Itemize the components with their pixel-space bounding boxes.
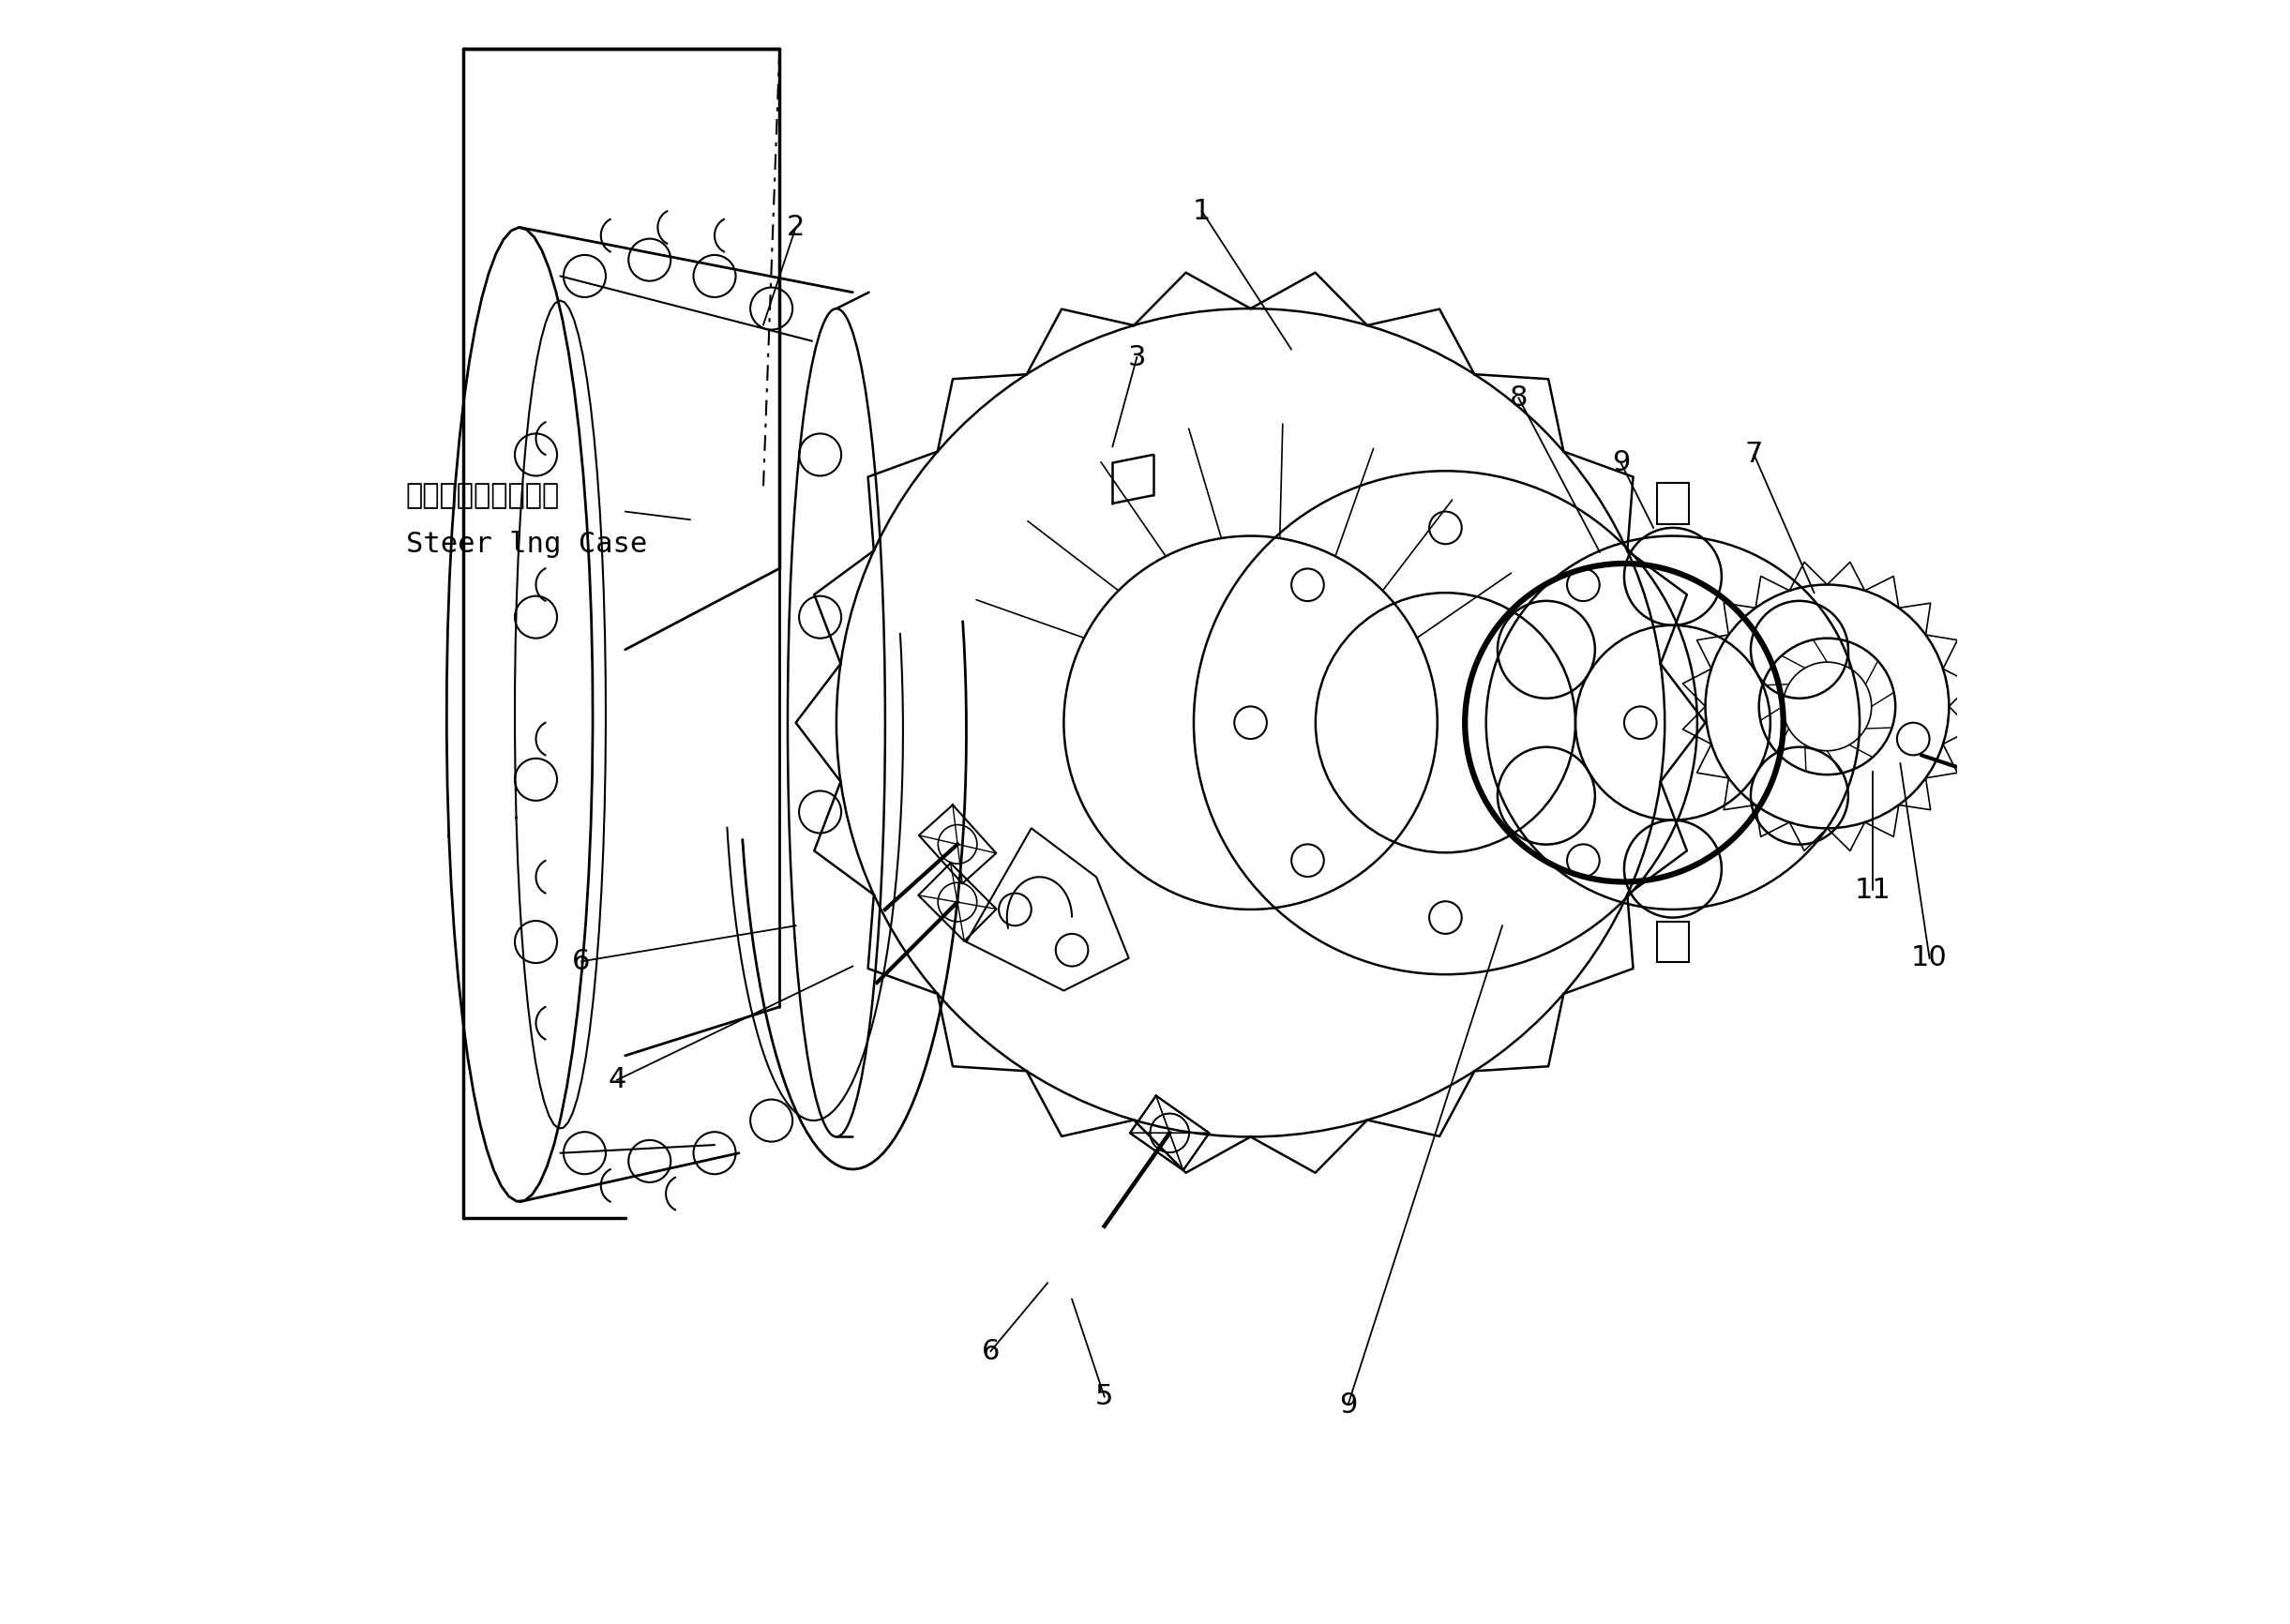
Text: 4: 4	[609, 1067, 625, 1093]
Text: 5: 5	[1095, 1384, 1113, 1410]
Text: 1: 1	[1193, 198, 1211, 224]
Text: 6: 6	[572, 948, 591, 974]
Bar	[1656, 484, 1690, 523]
Text: 10: 10	[1912, 945, 1949, 971]
Text: 6: 6	[982, 1338, 1001, 1364]
Text: 7: 7	[1745, 442, 1763, 468]
Text: 11: 11	[1855, 877, 1892, 903]
Text: 2: 2	[788, 214, 804, 240]
Bar	[1656, 921, 1690, 961]
Text: 8: 8	[1509, 385, 1527, 411]
Text: 9: 9	[1340, 1392, 1358, 1418]
Text: 3: 3	[1127, 344, 1145, 370]
Text: ステアリングケース: ステアリングケース	[405, 482, 561, 508]
Text: 9: 9	[1612, 450, 1630, 476]
Text: Steer lng Case: Steer lng Case	[405, 531, 648, 557]
